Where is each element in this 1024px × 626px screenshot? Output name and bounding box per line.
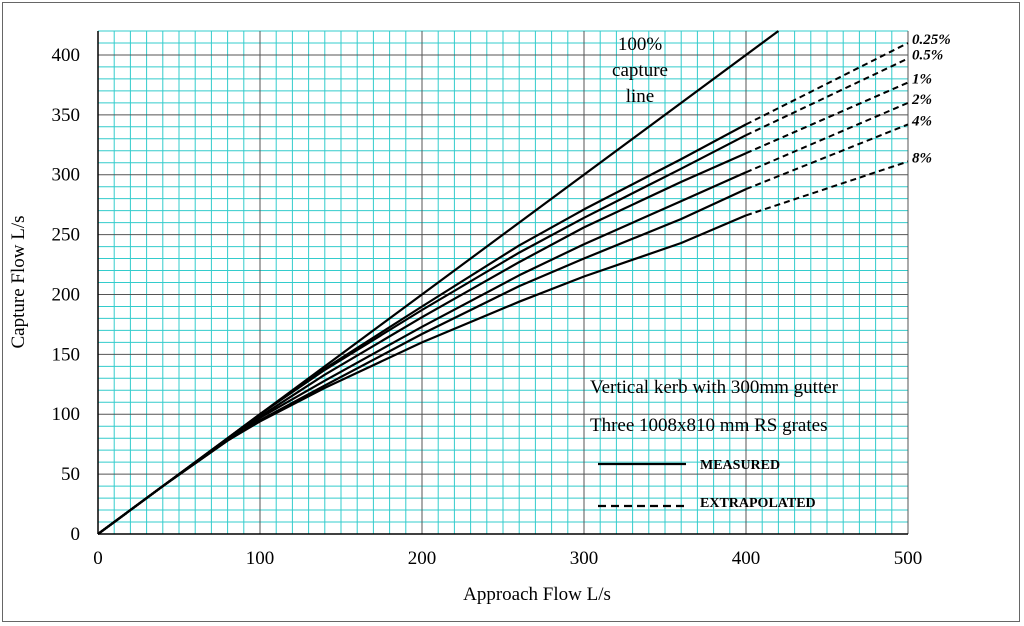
capture-label-line-2: capture <box>612 60 668 81</box>
series-label: 2% <box>911 92 932 108</box>
y-axis-label: Capture Flow L/s <box>8 216 29 349</box>
series-label: 4% <box>911 113 932 129</box>
series-labels: 0.25%0.5% 1% 2% 4% 8% <box>911 32 951 167</box>
y-tick-label: 0 <box>71 524 81 545</box>
x-tick-label: 0 <box>93 548 103 569</box>
x-tick-label: 400 <box>732 548 761 569</box>
y-tick-label: 300 <box>52 165 81 186</box>
legend: MEASURED EXTRAPOLATED <box>598 458 816 511</box>
series-label: 0.5% <box>912 48 943 64</box>
capture-label-line-1: 100% <box>618 34 663 55</box>
y-tick-label: 200 <box>52 284 81 305</box>
series-measured-line <box>97 214 747 535</box>
legend-measured-label: MEASURED <box>700 458 780 473</box>
series-label: 1% <box>912 71 932 87</box>
axes <box>97 31 908 535</box>
y-tick-label: 50 <box>61 464 80 485</box>
y-tick-label: 350 <box>52 105 81 126</box>
x-axis-label: Approach Flow L/s <box>463 584 611 605</box>
y-tick-label: 400 <box>52 45 81 66</box>
series-label: 0.25% <box>912 32 951 48</box>
legend-extrapolated-label: EXTRAPOLATED <box>700 496 816 511</box>
y-tick-label: 150 <box>52 344 81 365</box>
annotation-kerb: Vertical kerb with 300mm gutter <box>590 377 839 398</box>
y-tick-label: 250 <box>52 225 81 246</box>
x-tick-label: 300 <box>570 548 599 569</box>
y-tick-label: 100 <box>52 404 81 425</box>
x-tick-label: 200 <box>408 548 437 569</box>
capture-line-label: 100% capture line <box>612 34 668 107</box>
annotation-grates: Three 1008x810 mm RS grates <box>590 415 827 436</box>
series-extrapolated-line <box>745 123 909 191</box>
y-tick-labels: 0 50 100 150 200 250 300 350 400 <box>52 45 81 545</box>
capture-label-line-3: line <box>626 86 655 107</box>
x-tick-labels: 0 100 200 300 400 500 <box>93 548 922 569</box>
series-label: 8% <box>912 151 932 167</box>
x-tick-label: 100 <box>246 548 275 569</box>
series-extrapolated-line <box>745 160 909 217</box>
series-extrapolated-line <box>745 42 909 126</box>
series-lines <box>97 42 909 535</box>
x-tick-label: 500 <box>894 548 923 569</box>
